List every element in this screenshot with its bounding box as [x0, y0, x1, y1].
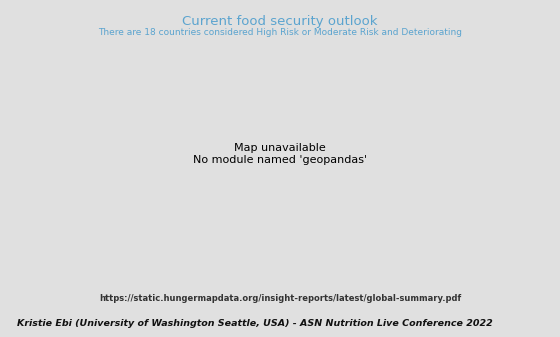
- Text: https://static.hungermapdata.org/insight-reports/latest/global-summary.pdf: https://static.hungermapdata.org/insight…: [99, 294, 461, 303]
- Text: Current food security outlook: Current food security outlook: [182, 15, 378, 28]
- Text: There are 18 countries considered High Risk or Moderate Risk and Deteriorating: There are 18 countries considered High R…: [98, 28, 462, 37]
- Text: Kristie Ebi (University of Washington Seattle, USA) - ASN Nutrition Live Confere: Kristie Ebi (University of Washington Se…: [17, 319, 493, 328]
- Text: Map unavailable
No module named 'geopandas': Map unavailable No module named 'geopand…: [193, 143, 367, 165]
